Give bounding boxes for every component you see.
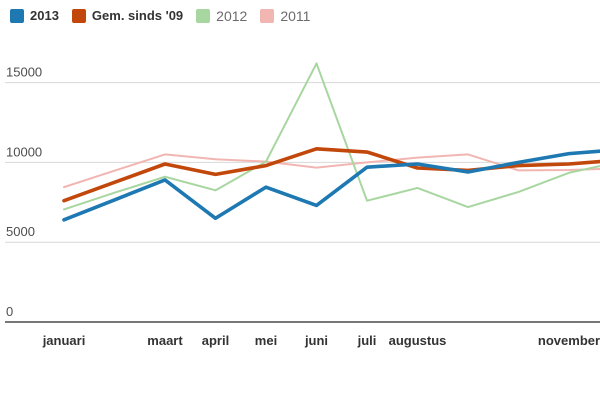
legend-label-gem-sinds-09: Gem. sinds '09 <box>91 8 184 23</box>
legend-item-2012[interactable]: 2012 <box>196 9 247 23</box>
legend-label-2013: 2013 <box>30 8 59 23</box>
series-line-gem-sinds-09[interactable] <box>62 147 600 203</box>
x-axis-label-november: november <box>538 333 600 348</box>
legend: 2013 Gem. sinds '09 2012 2011 <box>10 9 310 23</box>
y-axis-tick-label: 0 <box>6 304 13 319</box>
x-axis-label-mei: mei <box>255 333 277 348</box>
legend-item-2011[interactable]: 2011 <box>260 9 310 23</box>
legend-label-2011: 2011 <box>280 8 311 24</box>
y-axis-tick-label: 15000 <box>6 65 42 80</box>
legend-swatch-gem-sinds-09 <box>71 9 86 23</box>
x-axis-label-juli: juli <box>357 333 377 348</box>
x-axis-label-juni: juni <box>304 333 328 348</box>
legend-label-2012: 2012 <box>216 8 248 24</box>
legend-swatch-2013 <box>10 9 24 23</box>
chart-plot-area[interactable]: 0 5000 10000 15000 januari maart april mei juni j… <box>0 0 600 360</box>
x-axis-label-maart: maart <box>147 333 183 348</box>
series-line-2013[interactable] <box>62 149 600 222</box>
x-axis-label-augustus: augustus <box>389 333 447 348</box>
legend-item-gem-sinds-09[interactable]: Gem. sinds '09 <box>71 8 184 23</box>
series-line-2011[interactable] <box>63 153 600 189</box>
series-line-2012[interactable] <box>63 62 600 211</box>
legend-item-2013[interactable]: 2013 <box>10 9 59 23</box>
legend-swatch-2011 <box>260 9 275 23</box>
x-axis-label-januari: januari <box>42 333 86 348</box>
legend-swatch-2012 <box>196 9 211 23</box>
y-axis-tick-label: 5000 <box>6 224 35 239</box>
y-axis-tick-label: 10000 <box>6 144 42 159</box>
x-axis-label-april: april <box>202 333 229 348</box>
